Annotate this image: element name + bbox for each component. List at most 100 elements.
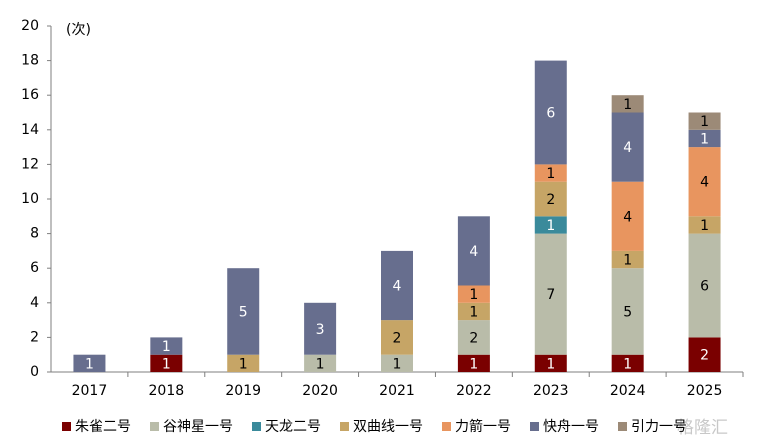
y-tick-label: 16	[21, 87, 39, 103]
y-tick-label: 14	[21, 122, 39, 138]
y-tick-label: 12	[21, 156, 39, 172]
data-label: 6	[546, 106, 555, 122]
x-tick-label: 2021	[379, 383, 415, 399]
bar-segment	[611, 181, 644, 251]
x-tick-label: 2017	[72, 383, 108, 399]
x-tick-label: 2018	[149, 383, 185, 399]
data-label: 1	[162, 356, 171, 372]
data-label: 7	[546, 287, 555, 303]
legend-label: 双曲线一号	[353, 419, 423, 435]
legend-label: 朱雀二号	[75, 419, 131, 435]
data-label: 1	[546, 166, 555, 182]
data-label: 4	[393, 279, 402, 295]
bar-segment	[611, 112, 644, 182]
data-label: 2	[469, 330, 478, 346]
bar-segment	[611, 95, 644, 113]
data-label: 1	[700, 218, 709, 234]
bar-segment	[688, 112, 721, 130]
bar-segment	[457, 285, 490, 303]
legend-swatch	[530, 422, 539, 431]
data-label: 1	[316, 356, 325, 372]
bar-segment	[381, 250, 413, 321]
data-label: 4	[700, 175, 709, 191]
bar-segment	[150, 337, 183, 355]
legend-label: 引力一号	[631, 419, 687, 435]
data-label: 5	[623, 304, 632, 320]
y-tick-label: 6	[30, 260, 39, 276]
bar-segment	[534, 216, 567, 234]
data-label: 1	[469, 304, 478, 320]
bar-segment	[611, 268, 644, 355]
data-label: 2	[546, 192, 555, 208]
y-tick-label: 10	[21, 191, 39, 207]
data-label: 1	[162, 339, 171, 355]
data-label: 1	[85, 356, 94, 372]
bar-segment	[534, 60, 567, 165]
bar-segment	[688, 233, 721, 338]
data-label: 1	[700, 114, 709, 130]
bar-segment	[457, 216, 490, 286]
x-tick-label: 2022	[456, 383, 492, 399]
data-label: 6	[700, 279, 709, 295]
bar-segment	[611, 354, 644, 372]
data-label: 1	[393, 356, 402, 372]
legend-swatch	[442, 422, 451, 431]
legend-label: 力箭一号	[455, 418, 511, 435]
bar-segment	[688, 216, 721, 234]
bar-segment	[534, 181, 567, 217]
legend-swatch	[252, 422, 261, 431]
legend-label: 天龙二号	[265, 419, 321, 435]
legend-swatch	[150, 422, 159, 431]
x-tick-label: 2023	[533, 383, 569, 399]
bar-segment	[150, 354, 183, 372]
data-label: 1	[546, 356, 555, 372]
data-label: 1	[700, 131, 709, 147]
data-label: 1	[239, 356, 248, 372]
bar-segment	[688, 147, 721, 217]
bar-segment	[304, 302, 337, 355]
legend-label: 快舟一号	[543, 419, 599, 435]
legend-label: 谷神星一号	[163, 419, 233, 435]
x-tick-label: 2025	[687, 383, 723, 399]
bar-segment	[534, 164, 567, 182]
watermark: 格隆汇	[677, 418, 728, 438]
y-tick-label: 0	[30, 364, 39, 380]
bar-segment	[611, 250, 644, 269]
x-tick-label: 2020	[302, 383, 338, 399]
legend-swatch	[340, 422, 349, 431]
bar-segment	[457, 302, 490, 321]
y-tick-label: 18	[21, 53, 39, 69]
data-label: 1	[623, 97, 632, 113]
y-tick-label: 20	[21, 18, 39, 34]
data-label: 1	[623, 356, 632, 372]
data-label: 4	[623, 140, 632, 156]
data-label: 1	[469, 356, 478, 372]
bar-segment	[227, 268, 260, 355]
x-tick-label: 2019	[225, 383, 261, 399]
bar-segment	[457, 354, 490, 372]
y-tick-label: 8	[30, 226, 39, 242]
data-label: 2	[393, 330, 402, 346]
data-label: 3	[316, 322, 325, 338]
bar-segment	[688, 337, 721, 372]
x-tick-label: 2024	[610, 383, 646, 399]
data-label: 1	[469, 287, 478, 303]
legend-swatch	[618, 422, 627, 431]
bar-segment	[534, 354, 567, 372]
bar-segment	[227, 354, 260, 372]
data-label: 1	[546, 218, 555, 234]
data-label: 4	[623, 209, 632, 225]
bar-segment	[381, 320, 413, 355]
bar-segment	[73, 354, 106, 372]
bar-segment	[381, 354, 413, 372]
bar-segment	[304, 354, 337, 372]
y-tick-label: 4	[30, 295, 39, 311]
bar-segment	[457, 320, 490, 355]
legend-swatch	[62, 422, 71, 431]
unit-annotation: (次)	[66, 22, 91, 38]
bar-segment	[688, 129, 721, 148]
data-label: 1	[623, 253, 632, 269]
bar-segment	[534, 233, 567, 355]
data-label: 2	[700, 348, 709, 364]
